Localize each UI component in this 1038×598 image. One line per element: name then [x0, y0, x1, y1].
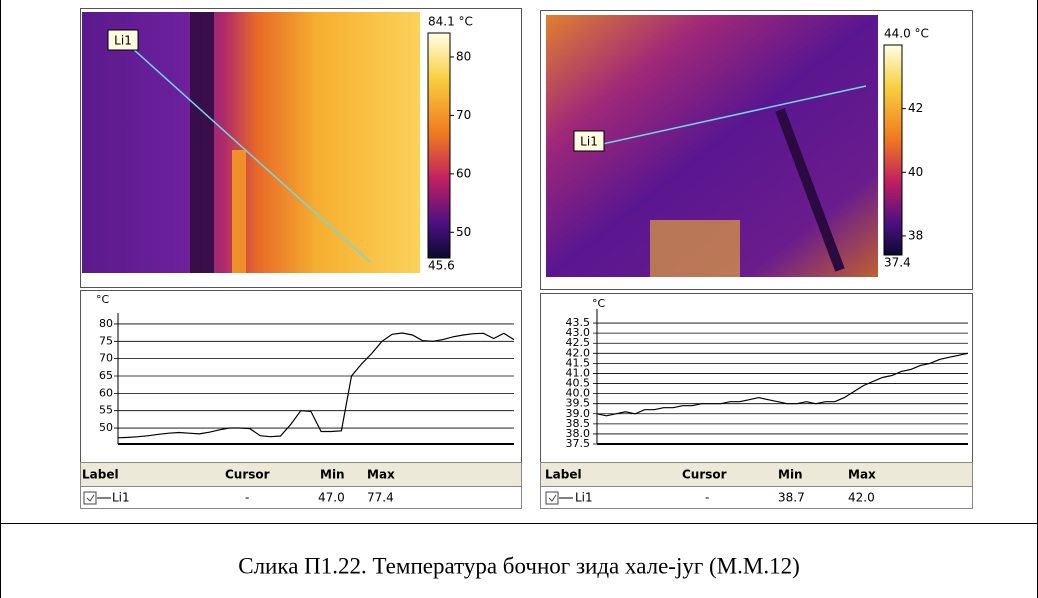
- table-header-cell: Min: [320, 468, 345, 482]
- table-cell: 77.4: [367, 491, 394, 505]
- y-tick-label: 37.5: [566, 437, 591, 450]
- colorbar-label: 40: [908, 165, 923, 179]
- colorbar-label: 84.1 °C: [428, 15, 473, 29]
- chart-box: [80, 290, 522, 463]
- table-row: [540, 486, 973, 509]
- checkmark: [86, 494, 95, 502]
- table-header-cell: Min: [778, 468, 803, 482]
- line-label: Li1: [114, 34, 132, 48]
- profile-curve: [596, 352, 969, 417]
- table-header-cell: Max: [848, 468, 876, 482]
- colorbar-label: 38: [908, 228, 923, 242]
- profile-line: [111, 29, 371, 263]
- colorbar-label: 45.6: [428, 259, 455, 273]
- y-tick-label: 42.0: [566, 346, 591, 359]
- checkmark: [548, 494, 557, 502]
- table-cell: Li1: [575, 491, 593, 505]
- line-label-box: [573, 130, 605, 152]
- y-tick-label: 38.0: [566, 427, 591, 440]
- table-header-cell: Cursor: [682, 468, 727, 482]
- colorbar-label: 37.4: [884, 256, 911, 270]
- colorbar-label: 60: [456, 166, 471, 180]
- thermal-shape: [232, 150, 246, 273]
- table-header-cell: Label: [82, 468, 119, 482]
- y-tick-label: 39.5: [566, 397, 591, 410]
- table-header-cell: Max: [367, 468, 395, 482]
- colorbar-label: 42: [908, 101, 923, 115]
- table-header-cell: Label: [545, 468, 582, 482]
- table-cell: Li1: [112, 491, 130, 505]
- checkbox: [83, 491, 97, 505]
- table-cell: 38.7: [778, 491, 805, 505]
- line-label: Li1: [580, 135, 598, 149]
- profile-line: [597, 85, 867, 146]
- y-tick-label: 65: [99, 369, 113, 382]
- caption: Слика П1.22. Температура бочног зида хал…: [238, 553, 800, 578]
- table-cell: -: [245, 491, 249, 505]
- table-header: [80, 462, 522, 487]
- colorbar-label: 70: [456, 108, 471, 122]
- thermal-shape: [190, 12, 214, 273]
- colorbar: [883, 44, 903, 256]
- y-tick-label: 41.5: [566, 356, 591, 369]
- thermal-shape: [775, 108, 845, 272]
- y-tick-label: 40.5: [566, 377, 591, 390]
- y-tick-label: 75: [99, 334, 113, 347]
- y-tick-label: 50: [99, 421, 113, 434]
- unit-label: °C: [592, 297, 606, 310]
- colorbar-label: 50: [456, 225, 471, 239]
- thermal-image: [82, 12, 420, 273]
- y-tick-label: 38.5: [566, 417, 591, 430]
- table-cell: 47.0: [318, 491, 345, 505]
- line-label-box: [107, 29, 139, 51]
- y-tick-label: 40.0: [566, 387, 591, 400]
- table-cell: -: [705, 491, 709, 505]
- checkbox: [545, 491, 559, 505]
- y-tick-label: 42.5: [566, 336, 591, 349]
- table-row: [80, 486, 522, 509]
- y-tick-label: 41.0: [566, 366, 591, 379]
- colorbar: [427, 32, 451, 259]
- unit-label: °C: [96, 293, 110, 306]
- y-tick-label: 80: [99, 317, 113, 330]
- y-tick-label: 60: [99, 386, 113, 399]
- thermal-shape: [650, 220, 740, 277]
- y-tick-label: 43.5: [566, 316, 591, 329]
- y-tick-label: 39.0: [566, 407, 591, 420]
- y-tick-label: 55: [99, 404, 113, 417]
- chart-box: [540, 293, 973, 463]
- table-cell: 42.0: [848, 491, 875, 505]
- table-header-cell: Cursor: [225, 468, 270, 482]
- profile-curve: [117, 332, 515, 439]
- colorbar-label: 80: [456, 49, 471, 63]
- colorbar-label: 44.0 °C: [884, 27, 929, 41]
- y-tick-label: 43.0: [566, 326, 591, 339]
- y-tick-label: 70: [99, 352, 113, 365]
- table-header: [540, 462, 973, 487]
